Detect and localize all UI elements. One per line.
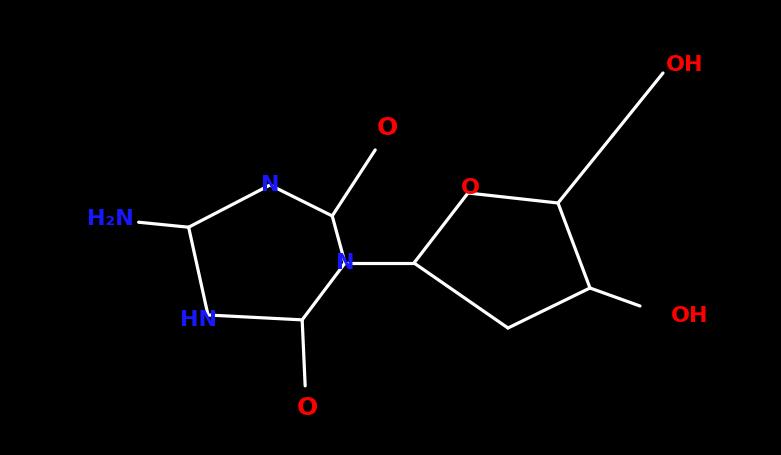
- Text: OH: OH: [671, 306, 708, 326]
- Text: O: O: [376, 116, 398, 140]
- Text: O: O: [297, 396, 318, 420]
- Text: HN: HN: [180, 310, 216, 330]
- Text: N: N: [261, 175, 280, 195]
- Text: O: O: [461, 178, 480, 198]
- Text: N: N: [336, 253, 355, 273]
- Text: H₂N: H₂N: [87, 209, 134, 229]
- Text: OH: OH: [666, 55, 704, 75]
